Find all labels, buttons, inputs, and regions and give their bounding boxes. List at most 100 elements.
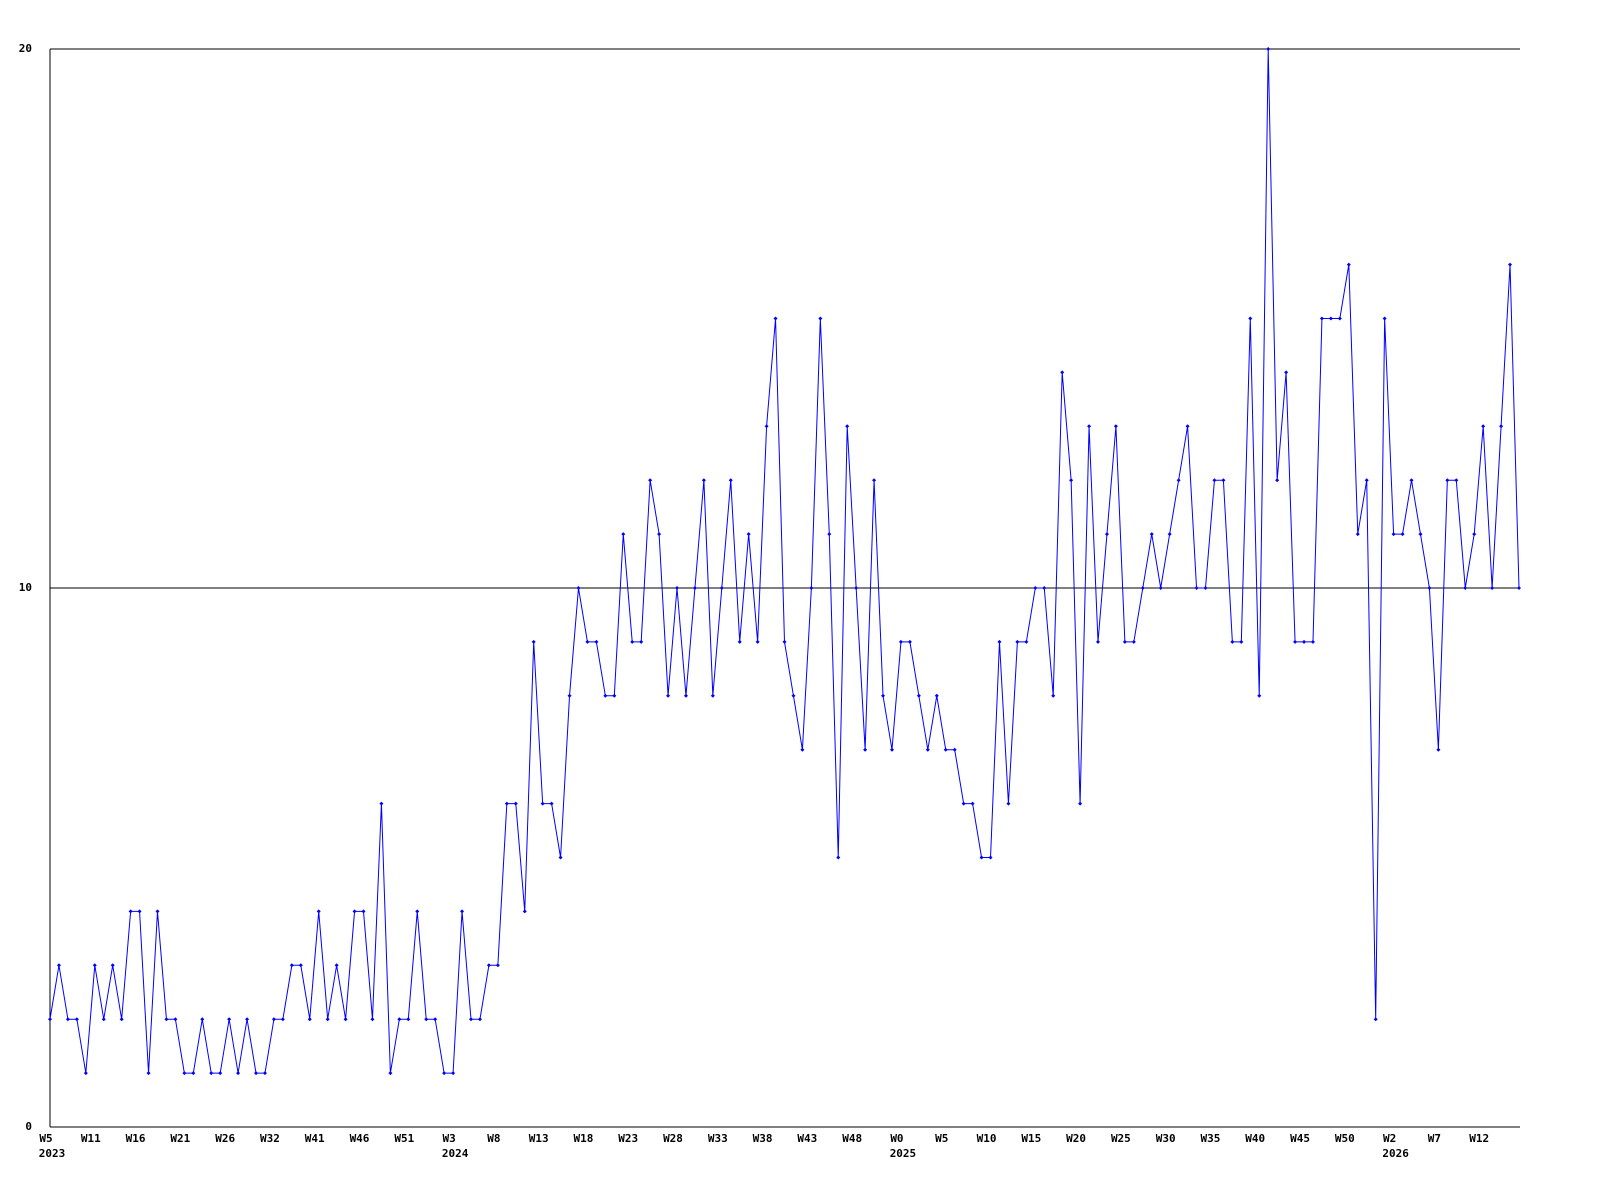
point-marker: [316, 909, 321, 914]
point-marker: [755, 639, 760, 644]
point-marker: [1355, 532, 1360, 537]
point-marker: [567, 693, 572, 698]
point-marker: [415, 909, 420, 914]
point-marker: [262, 1071, 267, 1076]
point-marker: [979, 855, 984, 860]
point-marker: [522, 909, 527, 914]
point-marker: [997, 639, 1002, 644]
point-marker: [48, 1017, 52, 1022]
x-tick-label: W26: [215, 1132, 235, 1145]
point-marker: [1481, 424, 1486, 429]
point-marker: [1239, 639, 1244, 644]
point-marker: [200, 1017, 205, 1022]
x-tick-label: W3: [442, 1132, 455, 1145]
x-tick-label: W18: [574, 1132, 594, 1145]
point-marker: [1382, 316, 1387, 321]
point-marker: [1310, 639, 1315, 644]
point-marker: [451, 1071, 456, 1076]
point-marker: [83, 1071, 88, 1076]
point-marker: [477, 1017, 482, 1022]
point-marker: [1221, 478, 1226, 483]
point-marker: [352, 909, 357, 914]
x-tick-label: W33: [708, 1132, 728, 1145]
x-tick-label: W2: [1383, 1132, 1396, 1145]
point-marker: [764, 424, 769, 429]
point-marker: [1499, 424, 1504, 429]
point-marker: [970, 801, 975, 806]
point-marker: [424, 1017, 429, 1022]
point-marker: [155, 909, 160, 914]
point-marker: [1409, 478, 1414, 483]
point-marker: [119, 1017, 124, 1022]
point-marker: [872, 478, 877, 483]
point-marker: [1158, 586, 1163, 590]
point-marker: [621, 532, 626, 537]
point-marker: [809, 586, 814, 590]
point-marker: [486, 963, 491, 968]
point-marker: [1069, 478, 1074, 483]
point-marker: [719, 586, 724, 590]
point-marker: [1122, 639, 1127, 644]
point-marker: [1346, 262, 1351, 267]
point-marker: [406, 1017, 411, 1022]
point-marker: [92, 963, 97, 968]
point-marker: [692, 586, 697, 590]
point-marker: [1284, 370, 1289, 375]
point-marker: [1472, 532, 1477, 537]
point-marker: [1212, 478, 1217, 483]
point-marker: [468, 1017, 473, 1022]
point-marker: [675, 586, 680, 590]
point-marker: [657, 532, 662, 537]
year-label: 2025: [890, 1147, 917, 1160]
x-tick-label: W21: [170, 1132, 190, 1145]
x-tick-label: W11: [81, 1132, 101, 1145]
point-marker: [1257, 693, 1262, 698]
point-marker: [334, 963, 339, 968]
point-marker: [442, 1071, 447, 1076]
point-marker: [495, 963, 500, 968]
point-marker: [782, 639, 787, 644]
point-marker: [746, 532, 751, 537]
point-marker: [827, 532, 832, 537]
point-marker: [540, 801, 545, 806]
point-marker: [1436, 747, 1441, 752]
point-marker: [549, 801, 554, 806]
point-marker: [845, 424, 850, 429]
point-marker: [1042, 586, 1047, 590]
point-marker: [271, 1017, 276, 1022]
point-marker: [916, 693, 921, 698]
point-marker: [1167, 532, 1172, 537]
x-tick-label: W7: [1428, 1132, 1441, 1145]
x-tick-label: W50: [1335, 1132, 1355, 1145]
point-marker: [173, 1017, 178, 1022]
x-tick-label: W38: [753, 1132, 773, 1145]
x-tick-label: W32: [260, 1132, 280, 1145]
point-marker: [1104, 532, 1109, 537]
point-marker: [101, 1017, 106, 1022]
y-tick-label: 10: [19, 581, 32, 594]
point-marker: [1185, 424, 1190, 429]
x-tick-label: W13: [529, 1132, 549, 1145]
point-marker: [1364, 478, 1369, 483]
point-marker: [585, 639, 590, 644]
point-marker: [1490, 586, 1495, 590]
x-tick-label: W8: [487, 1132, 500, 1145]
x-tick-label: W30: [1156, 1132, 1176, 1145]
point-marker: [209, 1071, 214, 1076]
x-tick-label: W25: [1111, 1132, 1131, 1145]
point-marker: [1176, 478, 1181, 483]
point-marker: [1006, 801, 1011, 806]
x-tick-label: W23: [618, 1132, 638, 1145]
point-marker: [1454, 478, 1459, 483]
y-tick-label: 20: [19, 42, 32, 55]
point-marker: [1427, 586, 1432, 590]
point-marker: [1445, 478, 1450, 483]
point-marker: [1248, 316, 1253, 321]
point-marker: [943, 747, 948, 752]
x-tick-label: W40: [1245, 1132, 1265, 1145]
point-marker: [854, 586, 859, 590]
point-marker: [379, 801, 384, 806]
point-marker: [1293, 639, 1298, 644]
point-marker: [307, 1017, 312, 1022]
